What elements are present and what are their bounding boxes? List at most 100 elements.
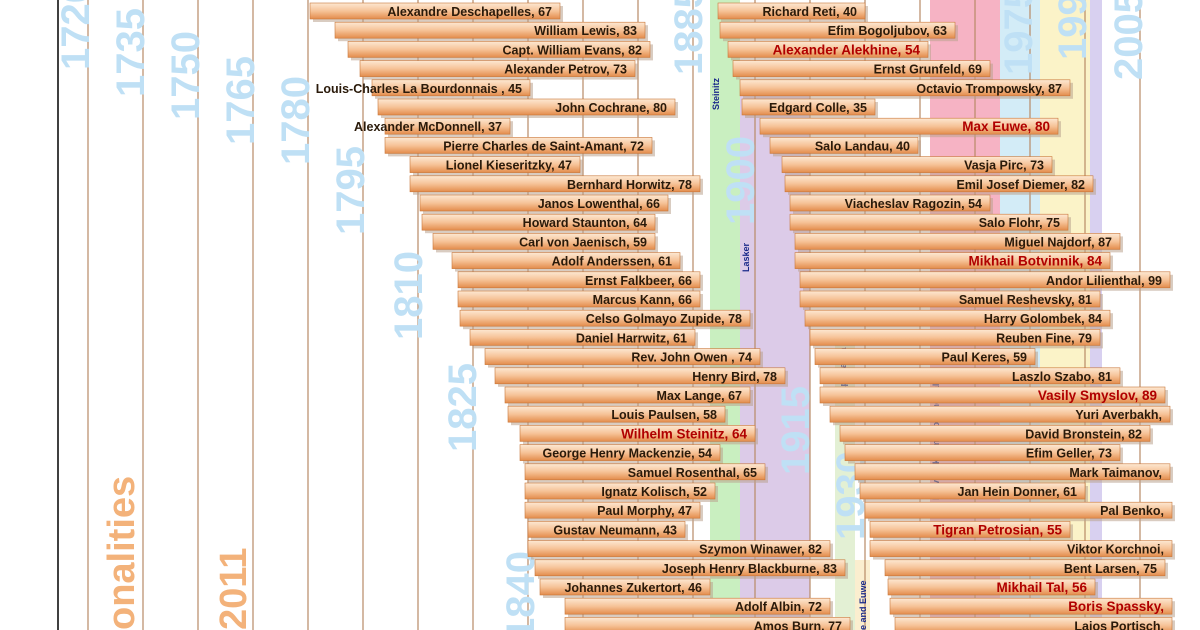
player-label: Alexander Alekhine, 54: [773, 42, 921, 57]
player-bar: [432, 233, 656, 250]
player-label: Johannes Zukertort, 46: [564, 581, 702, 595]
player-label: Ernst Grunfeld, 69: [874, 63, 982, 77]
player-bar: [419, 194, 669, 212]
player-bar: [534, 559, 846, 577]
player-bar: [884, 559, 1166, 577]
player-bar: [794, 252, 1111, 269]
year-label: 1795: [329, 146, 373, 235]
player-label: Samuel Reshevsky, 81: [959, 293, 1092, 307]
player-bar: [451, 252, 681, 269]
player-label: Viacheslav Ragozin, 54: [845, 197, 982, 211]
player-label: Vasily Smyslov, 89: [1038, 388, 1157, 403]
player-bar: [457, 271, 701, 289]
player-label: Tigran Petrosian, 55: [933, 522, 1062, 537]
player-bar: [894, 617, 1173, 630]
player-label: Janos Lowenthal, 66: [538, 197, 660, 211]
player-bar: [799, 290, 1101, 308]
player-label: Capt. William Evans, 82: [502, 43, 642, 57]
year-label: 2005: [1107, 0, 1151, 80]
era-label: e and Euwe: [858, 580, 868, 630]
player-label: Andor Lilienthal, 99: [1046, 274, 1162, 288]
player-bar: [829, 405, 1171, 423]
player-bar: [809, 329, 1101, 346]
player-label: William Lewis, 83: [534, 24, 637, 38]
year-label: 1990: [1051, 0, 1095, 60]
player-bar: [519, 444, 721, 461]
era-label: Steinitz: [711, 77, 721, 110]
player-bar: [789, 194, 991, 212]
player-bar: [799, 271, 1171, 289]
player-label: Ignatz Kolisch, 52: [601, 485, 707, 499]
player-bar: [819, 367, 1121, 385]
player-label: Efim Geller, 73: [1026, 447, 1112, 461]
player-label: Miguel Najdorf, 87: [1004, 235, 1112, 249]
player-bar: [334, 21, 646, 39]
player-label: Szymon Winawer, 82: [699, 543, 822, 557]
player-bar: [504, 386, 751, 404]
player-label: Lionel Kieseritzky, 47: [446, 159, 572, 173]
player-bar: [421, 213, 656, 231]
player-label: Viktor Korchnoi,: [1067, 543, 1164, 557]
player-bar: [494, 367, 786, 385]
year-label: 1810: [387, 251, 431, 340]
year-label: 1765: [219, 56, 263, 145]
player-label: Efim Bogoljubov, 63: [828, 24, 947, 38]
player-bar: [527, 540, 831, 557]
player-label: Mark Taimanov,: [1069, 466, 1162, 480]
year-label: 1735: [109, 8, 153, 97]
player-label: Louis-Charles La Bourdonnais , 45: [316, 82, 522, 96]
player-bar: [519, 425, 756, 442]
player-label: Boris Spassky,: [1068, 599, 1164, 614]
player-label: Bernhard Horwitz, 78: [567, 178, 692, 192]
player-label: Yuri Averbakh,: [1075, 408, 1162, 422]
year-label: 1915: [774, 386, 818, 475]
year-label: 1975: [997, 0, 1041, 75]
corner-year: 2011: [213, 548, 255, 630]
player-bar: [371, 79, 531, 97]
player-bar: [769, 137, 919, 154]
player-bar: [804, 309, 1111, 327]
player-bar: [844, 444, 1121, 461]
title-fragment: onalities: [101, 476, 143, 630]
player-label: Paul Keres, 59: [942, 351, 1028, 365]
player-bar: [524, 482, 716, 500]
player-bar: [854, 463, 1171, 481]
player-bar: [864, 501, 1173, 519]
player-bar: [869, 540, 1173, 557]
player-bar: [459, 309, 751, 327]
player-bar: [384, 117, 511, 135]
player-bar: [759, 117, 1059, 135]
player-bar: [539, 578, 711, 596]
player-bar: [409, 175, 701, 193]
player-bar: [469, 329, 696, 346]
year-label: 1750: [164, 31, 208, 120]
player-label: Max Lange, 67: [657, 389, 742, 403]
player-label: Max Euwe, 80: [962, 119, 1050, 134]
player-label: Carl von Jaenisch, 59: [519, 235, 647, 249]
player-label: Reuben Fine, 79: [996, 331, 1092, 345]
player-bar: [784, 175, 1094, 193]
player-label: Mikhail Botvinnik, 84: [968, 254, 1102, 269]
player-bar: [789, 213, 1069, 231]
player-bar: [869, 521, 1071, 538]
player-bar: [781, 156, 1053, 173]
player-label: Harry Golombek, 84: [984, 312, 1102, 326]
player-label: Rev. John Owen , 74: [631, 351, 752, 365]
player-bar: [484, 348, 761, 365]
player-bar: [741, 98, 876, 116]
player-label: Marcus Kann, 66: [593, 293, 692, 307]
era-band: [855, 560, 870, 630]
player-label: Edgard Colle, 35: [769, 101, 867, 115]
player-label: Celso Golmayo Zupide, 78: [586, 312, 742, 326]
era-label: Lasker: [741, 242, 751, 272]
player-bar: [359, 60, 636, 77]
player-label: Pal Benko,: [1100, 504, 1164, 518]
player-bar: [347, 41, 651, 58]
player-bar: [377, 98, 676, 116]
player-label: Emil Josef Diemer, 82: [956, 178, 1085, 192]
player-bar: [309, 2, 561, 20]
player-bar: [524, 501, 701, 519]
player-label: Alexander Petrov, 73: [504, 63, 627, 77]
player-label: Salo Landau, 40: [815, 139, 910, 153]
